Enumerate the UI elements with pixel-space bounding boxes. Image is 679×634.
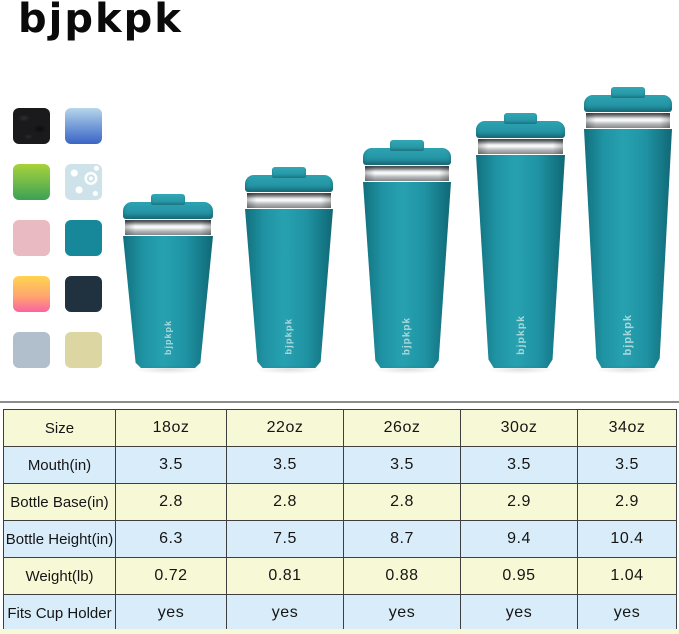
lid-tab (150, 194, 186, 205)
steel-band (586, 113, 670, 128)
brand-logo: bjpkpk (18, 0, 183, 42)
cup-shadow (594, 365, 662, 374)
cell: 6.3 (115, 520, 227, 558)
column-header-size: Size (3, 409, 116, 447)
steel-band (125, 220, 211, 235)
color-swatch-grid (13, 108, 102, 368)
table-header-row: Size 18oz 22oz 26oz 30oz 34oz (3, 409, 677, 447)
lid (584, 95, 672, 112)
table-row-fits-cup-holder: Fits Cup Holder yes yes yes yes yes (3, 594, 677, 633)
tumbler-18oz: bjpkpk (123, 194, 213, 374)
cell: 0.72 (115, 557, 227, 595)
cell: yes (577, 594, 677, 633)
cell: 3.5 (343, 446, 461, 484)
cell: 9.4 (460, 520, 578, 558)
tumbler-34oz: bjpkpk (584, 87, 672, 374)
swatch-khaki-icon (65, 332, 102, 368)
row-label: Fits Cup Holder (3, 594, 116, 633)
cell: 8.7 (343, 520, 461, 558)
table-row-weight: Weight(lb) 0.72 0.81 0.88 0.95 1.04 (3, 557, 677, 595)
lid (476, 121, 565, 138)
swatch-blue-gradient-icon (65, 108, 102, 144)
cell: 0.95 (460, 557, 578, 595)
cell: yes (226, 594, 344, 633)
size-table: Size 18oz 22oz 26oz 30oz 34oz Mouth(in) … (3, 409, 677, 633)
tumbler-22oz: bjpkpk (245, 167, 333, 374)
cell: 2.9 (577, 483, 677, 521)
tumbler-30oz: bjpkpk (476, 113, 565, 374)
swatch-dark-navy-icon (65, 276, 102, 312)
cell: 2.8 (226, 483, 344, 521)
cell: yes (115, 594, 227, 633)
cup-body: bjpkpk (476, 155, 565, 368)
table-row-bottle-height: Bottle Height(in) 6.3 7.5 8.7 9.4 10.4 (3, 520, 677, 558)
swatch-pink-icon (13, 220, 50, 256)
swatch-black-camo-icon (13, 108, 50, 144)
column-header-26oz: 26oz (343, 409, 461, 447)
tumbler-26oz: bjpkpk (363, 140, 451, 374)
swatch-blue-leopard-icon (65, 164, 102, 200)
cell: 3.5 (577, 446, 677, 484)
cell: 3.5 (226, 446, 344, 484)
swatch-gray-blue-icon (13, 332, 50, 368)
cup-logo-text: bjpkpk (514, 315, 527, 355)
cup-logo-text: bjpkpk (283, 318, 295, 355)
column-header-22oz: 22oz (226, 409, 344, 447)
cup-shadow (255, 365, 323, 374)
divider-line (0, 401, 679, 403)
column-header-34oz: 34oz (577, 409, 677, 447)
lid-tab (503, 113, 538, 124)
lid (363, 148, 451, 165)
row-label: Bottle Base(in) (3, 483, 116, 521)
row-label: Weight(lb) (3, 557, 116, 595)
cell: 2.8 (343, 483, 461, 521)
cell: yes (343, 594, 461, 633)
steel-band (478, 139, 563, 154)
cropped-next-row-strip (0, 629, 679, 634)
steel-band (365, 166, 449, 181)
steel-band (247, 193, 331, 208)
cell: 1.04 (577, 557, 677, 595)
cup-shadow (486, 365, 555, 374)
table-row-bottle-base: Bottle Base(in) 2.8 2.8 2.8 2.9 2.9 (3, 483, 677, 521)
cup-logo-text: bjpkpk (401, 316, 413, 355)
column-header-30oz: 30oz (460, 409, 578, 447)
cup-body: bjpkpk (363, 182, 451, 368)
cell: 10.4 (577, 520, 677, 558)
lid-tab (611, 87, 645, 98)
lid (245, 175, 333, 192)
cup-body: bjpkpk (245, 209, 333, 368)
cup-logo-text: bjpkpk (163, 319, 173, 355)
cell: 2.8 (115, 483, 227, 521)
cup-body: bjpkpk (123, 236, 213, 368)
cup-logo-text: bjpkpk (622, 313, 634, 355)
cell: 0.81 (226, 557, 344, 595)
cell: 0.88 (343, 557, 461, 595)
lid (123, 202, 213, 219)
cell: 3.5 (115, 446, 227, 484)
swatch-teal-icon (65, 220, 102, 256)
cup-body: bjpkpk (584, 129, 672, 368)
cup-shadow (133, 365, 203, 374)
swatch-sunset-gradient-icon (13, 276, 50, 312)
row-label: Mouth(in) (3, 446, 116, 484)
cell: 7.5 (226, 520, 344, 558)
swatch-green-gradient-icon (13, 164, 50, 200)
row-label: Bottle Height(in) (3, 520, 116, 558)
column-header-18oz: 18oz (115, 409, 227, 447)
table-row-mouth: Mouth(in) 3.5 3.5 3.5 3.5 3.5 (3, 446, 677, 484)
lid-tab (390, 140, 424, 151)
cup-shadow (373, 365, 441, 374)
cell: 3.5 (460, 446, 578, 484)
lid-tab (272, 167, 306, 178)
cell: 2.9 (460, 483, 578, 521)
cell: yes (460, 594, 578, 633)
